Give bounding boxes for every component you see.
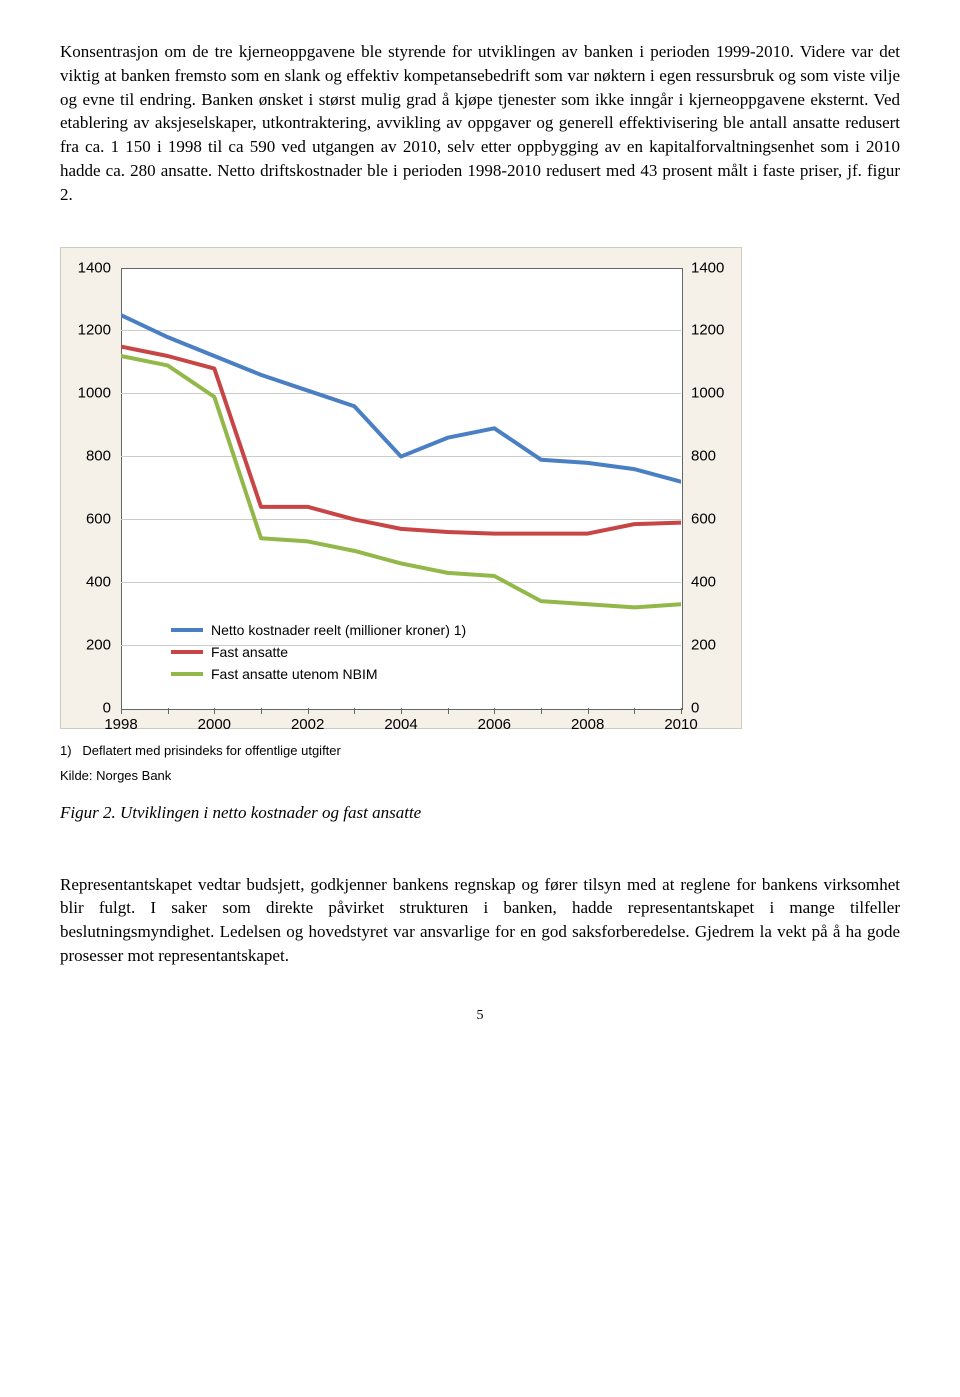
legend-item: Fast ansatte [171,644,466,660]
chart-container: 0 0 200 200 400 400 600 600 800 800 1000 1000 1200 12… [60,247,742,729]
x-tick [448,708,449,714]
y-label-left: 1400 [78,259,111,276]
x-label: 2010 [664,716,697,733]
legend-swatch [171,650,203,654]
y-label-left: 1200 [78,322,111,339]
figure-caption: Figur 2. Utviklingen i netto kostnader o… [60,803,900,823]
series-line [121,315,681,482]
x-tick [261,708,262,714]
x-tick [168,708,169,714]
chart-legend: Netto kostnader reelt (millioner kroner)… [171,616,466,688]
chart-footnote: 1) Deflatert med prisindeks for offentli… [60,743,900,758]
y-label-left: 400 [86,573,111,590]
x-tick [588,708,589,714]
x-label: 2008 [571,716,604,733]
x-tick [681,708,682,714]
legend-label: Netto kostnader reelt (millioner kroner)… [211,622,466,638]
y-label-left: 800 [86,448,111,465]
y-label-left: 0 [103,699,111,716]
x-label: 2004 [384,716,417,733]
y-label-right: 400 [691,573,716,590]
x-tick [121,708,122,714]
x-tick [354,708,355,714]
y-label-right: 200 [691,636,716,653]
x-label: 2000 [198,716,231,733]
footnote-text: Deflatert med prisindeks for offentlige … [82,743,340,758]
x-tick [634,708,635,714]
x-tick [214,708,215,714]
legend-label: Fast ansatte utenom NBIM [211,666,378,682]
page-number: 5 [60,1008,900,1024]
y-label-right: 1400 [691,259,724,276]
y-label-right: 0 [691,699,699,716]
series-line [121,356,681,607]
y-label-left: 1000 [78,385,111,402]
chart-source: Kilde: Norges Bank [60,768,900,783]
x-tick [308,708,309,714]
y-label-left: 600 [86,511,111,528]
x-tick [494,708,495,714]
legend-swatch [171,628,203,632]
series-line [121,346,681,533]
paragraph-1: Konsentrasjon om de tre kjerneoppgavene … [60,40,900,207]
footnote-label: 1) [60,743,72,758]
x-label: 2006 [478,716,511,733]
x-tick [401,708,402,714]
legend-label: Fast ansatte [211,644,288,660]
y-label-left: 200 [86,636,111,653]
y-label-right: 1200 [691,322,724,339]
legend-swatch [171,672,203,676]
y-label-right: 1000 [691,385,724,402]
x-label: 1998 [104,716,137,733]
chart-plot: 0020020040040060060080080010001000120012… [121,268,681,708]
y-label-right: 800 [691,448,716,465]
legend-item: Netto kostnader reelt (millioner kroner)… [171,622,466,638]
x-tick [541,708,542,714]
paragraph-2: Representantskapet vedtar budsjett, godk… [60,873,900,968]
y-label-right: 600 [691,511,716,528]
x-label: 2002 [291,716,324,733]
legend-item: Fast ansatte utenom NBIM [171,666,466,682]
